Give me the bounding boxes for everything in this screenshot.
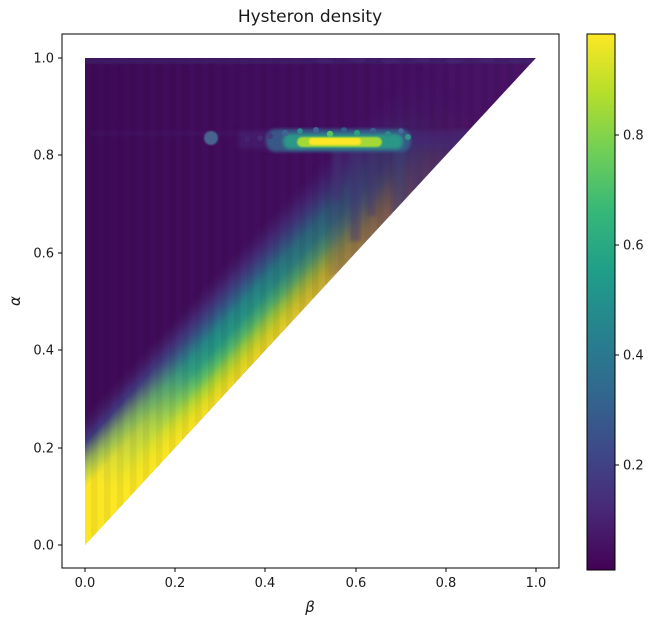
y-axis bbox=[58, 57, 62, 546]
x-tick-label: 0.2 bbox=[165, 576, 186, 591]
y-tick-label: 0.0 bbox=[33, 539, 54, 554]
colorbar-tick-label: 0.2 bbox=[623, 459, 644, 474]
colorbar-tick-label: 0.6 bbox=[623, 239, 644, 254]
y-axis-label: α bbox=[6, 296, 24, 306]
y-tick-label: 0.2 bbox=[33, 442, 54, 457]
x-tick-label: 0.6 bbox=[346, 576, 367, 591]
y-tick-label: 0.4 bbox=[33, 344, 54, 359]
x-tick-label: 1.0 bbox=[526, 576, 547, 591]
x-tick-labels: 0.0 0.2 0.4 0.6 0.8 1.0 bbox=[75, 576, 547, 591]
x-tick-label: 0.8 bbox=[436, 576, 457, 591]
axes-frame bbox=[61, 33, 560, 569]
colorbar-tick-labels: 0.2 0.4 0.6 0.8 bbox=[623, 129, 644, 474]
y-tick-label: 0.8 bbox=[33, 149, 54, 164]
heatmap-column-texture bbox=[85, 58, 536, 545]
x-axis-label: β bbox=[304, 598, 315, 616]
x-axis bbox=[84, 568, 537, 572]
x-tick-label: 0.0 bbox=[75, 576, 96, 591]
heatmap-top-strip bbox=[85, 58, 536, 64]
y-tick-label: 1.0 bbox=[33, 52, 54, 67]
colorbar-ticks bbox=[615, 134, 619, 466]
heatmap-triangle bbox=[85, 58, 536, 545]
plot-title: Hysteron density bbox=[238, 7, 382, 27]
colorbar-tick-label: 0.4 bbox=[623, 349, 644, 364]
colorbar-gradient bbox=[586, 33, 616, 571]
heatmap-isolated-spot bbox=[204, 131, 218, 145]
y-tick-label: 0.6 bbox=[33, 247, 54, 262]
x-tick-label: 0.4 bbox=[255, 576, 276, 591]
colorbar-tick-label: 0.8 bbox=[623, 129, 644, 144]
colorbar: 0.2 0.4 0.6 0.8 bbox=[586, 33, 644, 571]
y-tick-labels: 0.0 0.2 0.4 0.6 0.8 1.0 bbox=[33, 52, 54, 554]
